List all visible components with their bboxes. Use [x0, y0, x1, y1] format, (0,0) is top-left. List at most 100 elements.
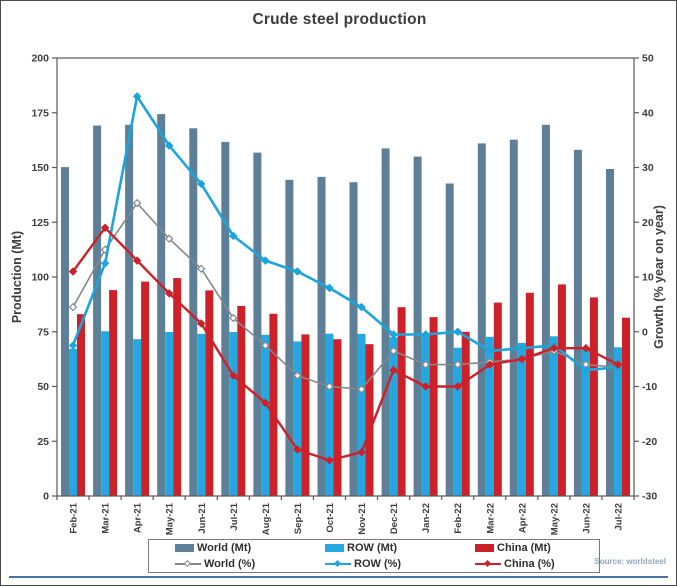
bar-row-mt- [485, 336, 494, 496]
left-tick-label: 175 [31, 107, 49, 119]
legend-item-row-pct: ROW (%) [299, 558, 449, 570]
left-axis-title: Production (Mt) [10, 231, 24, 323]
marker-world- [68, 302, 78, 312]
right-tick-label: -30 [642, 491, 657, 503]
line-row- [71, 95, 619, 372]
marker-china- [132, 256, 142, 265]
month-label: Mar-22 [485, 503, 496, 534]
bar-china-mt- [269, 313, 278, 496]
marker-world- [229, 313, 238, 323]
legend-label: ROW (Mt) [347, 542, 398, 554]
bar-china-mt- [429, 317, 438, 496]
month-label: Jul-22 [613, 503, 624, 530]
bar-row-mt- [549, 336, 558, 496]
bar-china-mt- [77, 314, 85, 496]
marker-row- [293, 267, 302, 276]
left-tick-label: 150 [31, 162, 49, 174]
bar-world-mt- [477, 143, 486, 496]
right-tick-label: 20 [642, 217, 654, 229]
bar-row-mt- [69, 348, 77, 496]
row-bar-swatch-icon [325, 544, 344, 552]
right-tick-label: 0 [642, 326, 648, 338]
marker-china- [517, 354, 527, 364]
marker-row- [229, 231, 238, 241]
marker-world- [389, 346, 398, 356]
marker-china- [613, 360, 623, 369]
marker-world- [132, 198, 142, 208]
marker-china- [549, 343, 559, 353]
bar-china-mt- [622, 317, 630, 496]
marker-world- [261, 341, 270, 350]
month-label: Mar-21 [101, 502, 112, 533]
month-label: Sep-21 [293, 502, 304, 534]
line-china- [72, 226, 619, 462]
bar-world-mt- [253, 152, 262, 496]
bar-row-mt- [165, 332, 174, 496]
bar-row-mt- [133, 339, 142, 496]
bar-world-mt- [285, 179, 294, 497]
month-label: Jun-22 [581, 503, 592, 534]
bar-world-mt- [93, 125, 102, 496]
china-bar-swatch-icon [475, 544, 494, 552]
axes-frame-layer: 0 25 50 75 100 125 150 175 200 -30 -20 -10 0 10 20 30 40… [31, 53, 657, 536]
month-label: May-21 [165, 502, 176, 535]
marker-china- [68, 267, 78, 276]
bar-world-mt- [157, 114, 166, 496]
month-label: May-22 [549, 503, 560, 535]
bar-world-mt- [221, 141, 230, 496]
marker-china- [389, 365, 398, 375]
bar-world-mt- [349, 182, 358, 496]
left-tick-label: 100 [31, 272, 49, 284]
china-line-swatch-icon [475, 559, 501, 569]
marker-china- [357, 447, 366, 457]
marker-row- [68, 341, 78, 350]
bar-row-mt- [389, 337, 398, 496]
bar-row-mt- [517, 342, 526, 496]
bar-china-mt- [173, 278, 182, 496]
source-note: Source: worldsteel [594, 557, 666, 566]
marker-china- [164, 289, 174, 298]
right-tick-label: -20 [642, 436, 657, 448]
marker-row- [581, 365, 591, 375]
marker-china- [325, 456, 334, 465]
marker-row- [485, 346, 494, 356]
marker-row- [517, 343, 527, 353]
month-label: Feb-22 [453, 503, 464, 534]
marker-world- [453, 360, 462, 369]
bar-row-mt- [325, 333, 334, 496]
left-tick-label: 0 [43, 491, 49, 503]
lines-layer [68, 92, 623, 465]
left-tick-label: 25 [37, 436, 49, 448]
bars-layer [61, 114, 630, 497]
bar-china-mt- [237, 305, 246, 496]
bar-world-mt- [413, 156, 422, 496]
month-label: Nov-21 [357, 502, 368, 534]
bar-china-mt- [557, 284, 566, 496]
marker-row- [261, 256, 270, 265]
bar-world-mt- [445, 183, 454, 496]
bar-world-mt- [541, 124, 550, 497]
legend-item-row-mt: ROW (Mt) [299, 542, 449, 554]
legend-item-world-mt: World (Mt) [149, 542, 299, 554]
left-tick-label: 50 [37, 381, 49, 393]
month-label: Apr-21 [133, 502, 144, 533]
bar-china-mt- [205, 290, 214, 496]
month-label: Jul-21 [229, 502, 240, 530]
legend-label: China (%) [504, 558, 555, 570]
legend-item-world-pct: World (%) [149, 558, 299, 570]
bar-china-mt- [493, 302, 502, 496]
bar-world-mt- [61, 167, 69, 496]
bar-china-mt- [141, 281, 150, 496]
month-label: Aug-21 [261, 502, 272, 535]
month-label: Apr-22 [517, 503, 528, 533]
bar-row-mt- [357, 333, 366, 496]
marker-row- [132, 92, 142, 101]
bottom-rule [9, 576, 668, 578]
marker-row- [453, 327, 462, 336]
marker-row- [357, 302, 366, 312]
marker-world- [325, 382, 334, 391]
marker-china- [453, 382, 462, 391]
bar-row-mt- [261, 334, 270, 496]
